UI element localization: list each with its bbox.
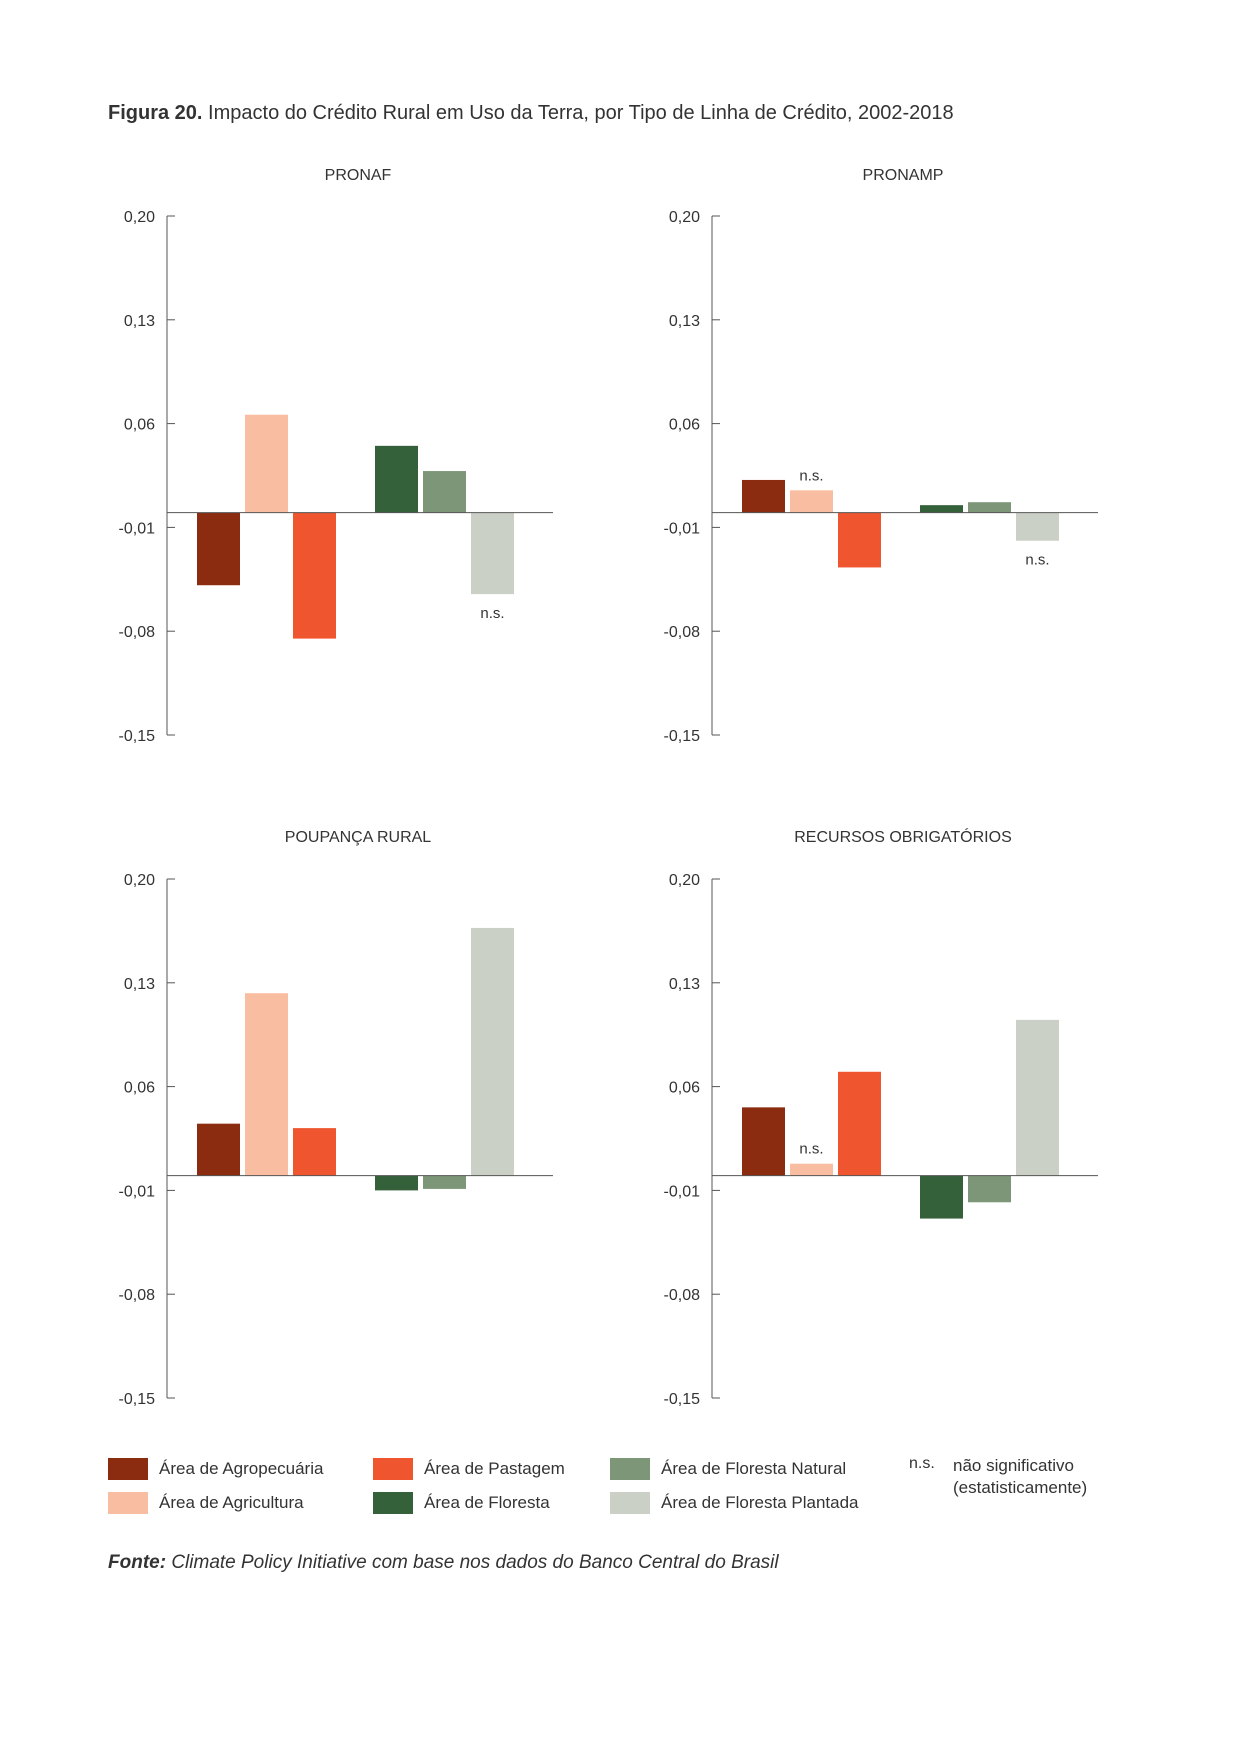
source-text: Climate Policy Initiative com base nos d… (171, 1552, 779, 1573)
bar (742, 479, 785, 513)
bar (1016, 1019, 1059, 1176)
legend-ns-description: não significativo (estatisticamente) (953, 1455, 1087, 1499)
legend-ns-desc-line2: (estatisticamente) (953, 1478, 1088, 1497)
legend-swatch-agropecuaria (108, 1458, 148, 1480)
y-tick-label: 0,06 (124, 417, 155, 434)
y-tick-label: -0,01 (119, 1183, 156, 1200)
legend-ns-desc-line1: não significativo (953, 1456, 1074, 1475)
figure-label: Figura 20. (108, 102, 203, 124)
bar (375, 1175, 418, 1191)
y-tick-label: 0,13 (124, 976, 155, 993)
y-tick-label: 0,13 (669, 313, 700, 330)
legend-item-agricultura: Área de Agricultura (108, 1492, 304, 1514)
y-tick-label: -0,08 (119, 624, 156, 641)
bar (197, 1123, 240, 1176)
legend-label-floresta: Área de Floresta (424, 1493, 550, 1512)
y-tick-label: -0,01 (664, 1183, 701, 1200)
ns-label: n.s. (799, 1141, 823, 1158)
ns-label: n.s. (799, 467, 823, 484)
ns-label: n.s. (1025, 552, 1049, 569)
y-tick-label: -0,15 (119, 1391, 156, 1408)
legend-ns-key: n.s. (909, 1455, 935, 1472)
legend-item-agropecuaria: Área de Agropecuária (108, 1458, 323, 1480)
legend-label-pastagem: Área de Pastagem (424, 1459, 565, 1478)
y-tick-label: 0,06 (124, 1080, 155, 1097)
bar (293, 1128, 336, 1176)
bar (375, 445, 418, 513)
legend-item-floresta: Área de Floresta (373, 1492, 550, 1514)
bar (197, 512, 240, 586)
bar (790, 1163, 833, 1176)
legend-label-agricultura: Área de Agricultura (159, 1493, 304, 1512)
bar (742, 1107, 785, 1176)
y-tick-label: -0,08 (664, 624, 701, 641)
y-tick-label: 0,20 (669, 209, 700, 226)
legend-item-floresta-plantada: Área de Floresta Plantada (610, 1492, 859, 1514)
source-note: Fonte: Climate Policy Initiative com bas… (108, 1552, 779, 1574)
bar (471, 512, 514, 595)
bar (1016, 512, 1059, 541)
bar (838, 512, 881, 568)
bar (920, 1175, 963, 1219)
bar (245, 414, 288, 513)
y-tick-label: 0,06 (669, 417, 700, 434)
bar (423, 1175, 466, 1189)
y-tick-label: 0,20 (124, 209, 155, 226)
figure-title-text: Impacto do Crédito Rural em Uso da Terra… (208, 102, 954, 124)
y-tick-label: 0,06 (669, 1080, 700, 1097)
bar (293, 512, 336, 639)
legend-swatch-floresta-plantada (610, 1492, 650, 1514)
chart-title: POUPANÇA RURAL (285, 829, 432, 846)
legend-swatch-floresta-natural (610, 1458, 650, 1480)
legend-label-floresta-plantada: Área de Floresta Plantada (661, 1493, 859, 1512)
ns-label: n.s. (480, 605, 504, 622)
legend: Área de Agropecuária Área de Pastagem Ár… (108, 1455, 1148, 1528)
bar (968, 502, 1011, 513)
chart-title: PRONAF (325, 167, 392, 184)
y-tick-label: 0,13 (669, 976, 700, 993)
bar (245, 993, 288, 1176)
y-tick-label: -0,01 (119, 520, 156, 537)
bar (423, 471, 466, 513)
source-label: Fonte: (108, 1552, 167, 1573)
legend-label-floresta-natural: Área de Floresta Natural (661, 1459, 847, 1478)
chart-title: PRONAMP (863, 167, 944, 184)
bar (968, 1175, 1011, 1203)
bar (838, 1071, 881, 1176)
legend-item-pastagem: Área de Pastagem (373, 1458, 565, 1480)
y-tick-label: 0,13 (124, 313, 155, 330)
y-tick-label: -0,15 (664, 728, 701, 745)
bar (471, 927, 514, 1176)
figure-title: Figura 20. Impacto do Crédito Rural em U… (108, 102, 954, 125)
bar (790, 490, 833, 513)
y-tick-label: -0,08 (119, 1287, 156, 1304)
legend-swatch-pastagem (373, 1458, 413, 1480)
legend-swatch-floresta (373, 1492, 413, 1514)
chart-title: RECURSOS OBRIGATÓRIOS (794, 827, 1012, 846)
legend-label-agropecuaria: Área de Agropecuária (159, 1459, 324, 1478)
y-tick-label: -0,08 (664, 1287, 701, 1304)
y-tick-label: -0,15 (119, 728, 156, 745)
legend-swatch-agricultura (108, 1492, 148, 1514)
y-tick-label: -0,01 (664, 520, 701, 537)
y-tick-label: -0,15 (664, 1391, 701, 1408)
bar (920, 505, 963, 513)
y-tick-label: 0,20 (669, 872, 700, 889)
y-tick-label: 0,20 (124, 872, 155, 889)
legend-item-floresta-natural: Área de Floresta Natural (610, 1458, 846, 1480)
